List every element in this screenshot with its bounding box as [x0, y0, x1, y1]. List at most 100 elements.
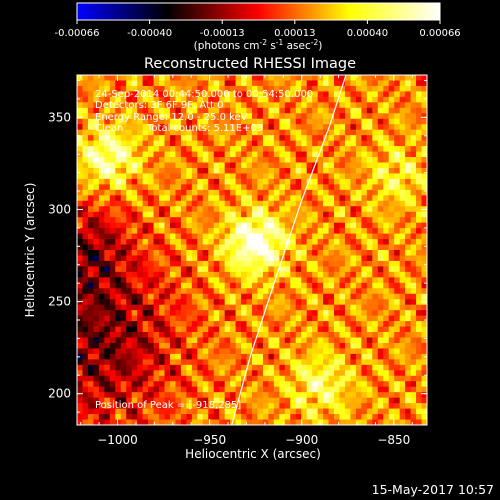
- heatmap-cell: [361, 85, 368, 92]
- heatmap-cell: [399, 244, 406, 251]
- heatmap-cell: [328, 91, 335, 98]
- heatmap-cell: [246, 348, 253, 355]
- heatmap-cell: [241, 206, 247, 213]
- heatmap-cell: [164, 222, 171, 229]
- heatmap-cell: [388, 266, 395, 273]
- heatmap-cell: [115, 364, 122, 371]
- heatmap-cell: [224, 337, 231, 344]
- heatmap-cell: [219, 211, 226, 218]
- heatmap-cell: [246, 124, 253, 131]
- heatmap-cell: [394, 381, 401, 388]
- heatmap-cell: [148, 200, 154, 207]
- heatmap-cell: [268, 118, 275, 125]
- heatmap-cell: [399, 184, 406, 191]
- heatmap-cell: [153, 414, 160, 420]
- heatmap-cell: [202, 315, 209, 322]
- heatmap-cell: [394, 151, 401, 158]
- heatmap-cell: [142, 375, 149, 382]
- heatmap-cell: [350, 348, 357, 355]
- heatmap-cell: [279, 189, 286, 196]
- heatmap-cell: [273, 113, 280, 120]
- heatmap-cell: [202, 304, 209, 311]
- heatmap-cell: [290, 244, 297, 251]
- heatmap-cell: [191, 184, 198, 191]
- heatmap-cell: [290, 118, 297, 125]
- heatmap-cell: [306, 271, 313, 278]
- heatmap-cell: [120, 359, 127, 366]
- heatmap-cell: [219, 129, 226, 136]
- heatmap-cell: [421, 228, 427, 234]
- heatmap-cell: [383, 288, 390, 295]
- heatmap-cell: [350, 326, 357, 333]
- heatmap-cell: [350, 162, 357, 169]
- heatmap-cell: [334, 91, 340, 98]
- heatmap-cell: [224, 157, 231, 163]
- heatmap-cell: [131, 255, 138, 262]
- heatmap-cell: [410, 315, 417, 322]
- heatmap-cell: [328, 375, 335, 382]
- heatmap-cell: [213, 206, 220, 213]
- heatmap-cell: [410, 195, 417, 202]
- heatmap-cell: [164, 359, 171, 366]
- heatmap-cell: [383, 173, 390, 180]
- heatmap-cell: [120, 282, 127, 289]
- heatmap-cell: [191, 96, 198, 103]
- heatmap-cell: [355, 337, 362, 344]
- heatmap-cell: [279, 342, 286, 349]
- heatmap-cell: [230, 113, 236, 120]
- heatmap-cell: [230, 129, 236, 136]
- heatmap-cell: [93, 353, 100, 360]
- heatmap-cell: [235, 419, 242, 425]
- heatmap-cell: [197, 129, 204, 136]
- heatmap-cell: [290, 353, 297, 360]
- heatmap-cell: [142, 299, 149, 306]
- heatmap-cell: [279, 173, 286, 180]
- heatmap-cell: [383, 353, 390, 360]
- heatmap-cell: [416, 129, 422, 136]
- heatmap-cell: [301, 91, 308, 98]
- heatmap-cell: [377, 124, 384, 131]
- heatmap-cell: [208, 381, 215, 388]
- heatmap-cell: [306, 250, 313, 256]
- heatmap-cell: [339, 386, 346, 393]
- heatmap-cell: [350, 353, 357, 360]
- heatmap-cell: [295, 321, 302, 327]
- heatmap-cell: [169, 178, 176, 185]
- heatmap-cell: [361, 244, 368, 251]
- heatmap-cell: [137, 173, 144, 180]
- heatmap-cell: [120, 102, 127, 109]
- heatmap-cell: [241, 271, 247, 278]
- heatmap-cell: [241, 255, 247, 262]
- heatmap-cell: [77, 211, 83, 218]
- heatmap-cell: [334, 337, 340, 344]
- heatmap-cell: [268, 140, 275, 147]
- heatmap-cell: [416, 386, 422, 393]
- heatmap-cell: [301, 414, 308, 420]
- heatmap-cell: [328, 414, 335, 420]
- heatmap-cell: [246, 288, 253, 295]
- heatmap-cell: [312, 397, 319, 404]
- heatmap-cell: [306, 228, 313, 234]
- heatmap-cell: [312, 260, 319, 267]
- heatmap-cell: [82, 342, 89, 349]
- heatmap-cell: [219, 288, 226, 295]
- heatmap-cell: [252, 75, 258, 81]
- heatmap-cell: [273, 370, 280, 377]
- heatmap-cell: [159, 113, 165, 120]
- heatmap-cell: [230, 277, 236, 284]
- heatmap-cell: [262, 173, 269, 180]
- heatmap-cell: [317, 195, 324, 202]
- heatmap-cell: [175, 217, 182, 224]
- heatmap-cell: [312, 386, 319, 393]
- heatmap-cell: [153, 178, 160, 185]
- heatmap-cell: [98, 342, 105, 349]
- heatmap-cell: [115, 277, 122, 284]
- heatmap-cell: [416, 211, 422, 218]
- heatmap-cell: [301, 348, 308, 355]
- heatmap-cell: [169, 162, 176, 169]
- heatmap-cell: [246, 195, 253, 202]
- heatmap-cell: [377, 239, 384, 245]
- heatmap-cell: [93, 250, 100, 256]
- heatmap-cell: [208, 211, 215, 218]
- heatmap-cell: [273, 288, 280, 295]
